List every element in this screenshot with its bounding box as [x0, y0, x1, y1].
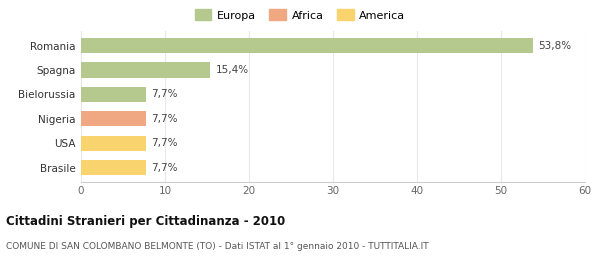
- Text: Cittadini Stranieri per Cittadinanza - 2010: Cittadini Stranieri per Cittadinanza - 2…: [6, 214, 285, 228]
- Text: 53,8%: 53,8%: [538, 41, 571, 51]
- Bar: [81, 160, 146, 175]
- Text: 15,4%: 15,4%: [215, 65, 248, 75]
- Text: 7,7%: 7,7%: [151, 138, 177, 148]
- Text: 7,7%: 7,7%: [151, 89, 177, 99]
- Text: 7,7%: 7,7%: [151, 114, 177, 124]
- Bar: [81, 62, 211, 77]
- Text: COMUNE DI SAN COLOMBANO BELMONTE (TO) - Dati ISTAT al 1° gennaio 2010 - TUTTITAL: COMUNE DI SAN COLOMBANO BELMONTE (TO) - …: [6, 242, 428, 251]
- Text: 7,7%: 7,7%: [151, 162, 177, 173]
- Bar: [81, 38, 533, 53]
- Bar: [81, 136, 146, 151]
- Bar: [81, 111, 146, 126]
- Legend: Europa, Africa, America: Europa, Africa, America: [193, 7, 407, 23]
- Bar: [81, 87, 146, 102]
